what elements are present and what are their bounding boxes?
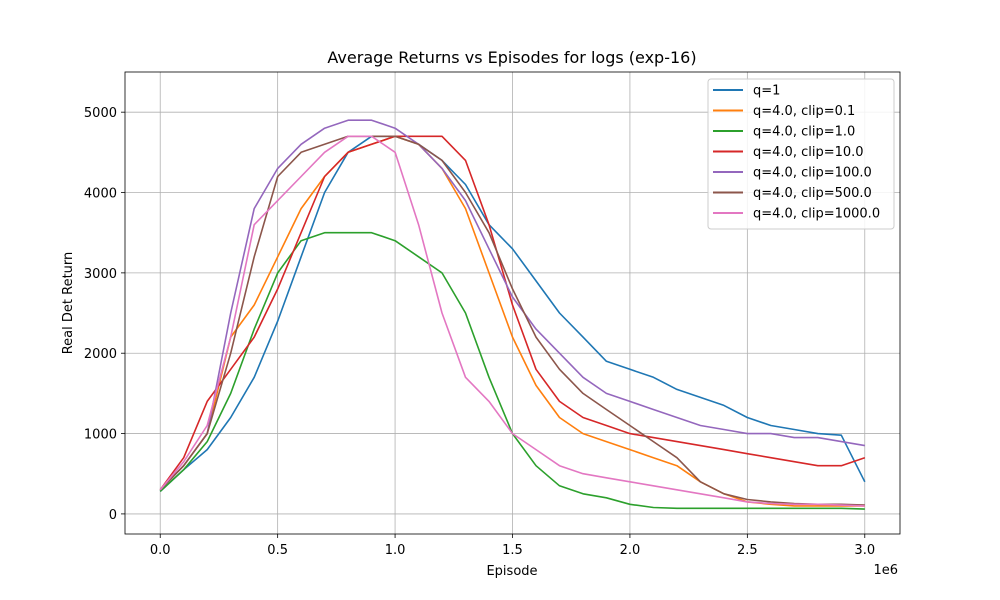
x-axis-offset-label: 1e6 — [873, 563, 898, 578]
y-axis-ticks: 0 1000 2000 3000 4000 5000 — [84, 106, 125, 523]
legend-entry-label: q=1 — [753, 84, 780, 99]
x-tick-label: 1.5 — [502, 543, 523, 558]
legend-entry-label: q=4.0, clip=100.0 — [753, 166, 872, 181]
legend-frame — [707, 78, 895, 230]
x-tick-label: 0.5 — [267, 543, 288, 558]
x-tick-label: 2.5 — [737, 543, 758, 558]
x-tick-label: 1.0 — [385, 543, 406, 558]
legend: q=1 q=4.0, clip=0.1 q=4.0, clip=1.0 q=4.0, … — [707, 78, 895, 230]
y-tick-label: 2000 — [84, 347, 117, 362]
x-axis-label: Episode — [486, 564, 537, 579]
legend-entry-label: q=4.0, clip=1000.0 — [753, 207, 880, 222]
y-tick-label: 3000 — [84, 267, 117, 282]
x-tick-label: 0.0 — [150, 543, 171, 558]
series-line-4 — [159, 135, 866, 491]
y-axis-label: Real Det Return — [61, 252, 76, 355]
legend-entry-label: q=4.0, clip=500.0 — [753, 186, 872, 201]
x-axis-ticks: 0.0 0.5 1.0 1.5 2.0 2.5 3.0 — [150, 534, 875, 558]
y-tick-label: 0 — [109, 508, 117, 523]
series-line-7 — [159, 135, 865, 507]
y-tick-label: 4000 — [84, 187, 117, 202]
legend-entry-label: q=4.0, clip=1.0 — [753, 125, 855, 140]
series-line-5 — [159, 119, 865, 491]
x-tick-label: 2.0 — [620, 543, 641, 558]
legend-entry-label: q=4.0, clip=0.1 — [753, 104, 855, 119]
series-line-6 — [159, 135, 865, 506]
x-tick-label: 3.0 — [854, 543, 875, 558]
y-tick-label: 1000 — [84, 428, 117, 443]
legend-entry-label: q=4.0, clip=10.0 — [753, 145, 864, 160]
series-line-1 — [159, 135, 866, 492]
y-tick-label: 5000 — [84, 106, 117, 121]
chart-title: Average Returns vs Episodes for logs (ex… — [327, 48, 696, 67]
series-lines — [159, 119, 866, 510]
